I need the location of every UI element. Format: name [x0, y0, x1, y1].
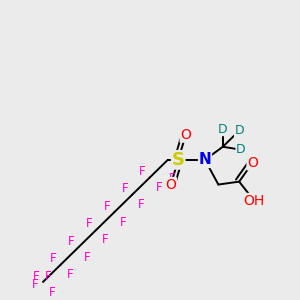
- Text: S: S: [172, 151, 185, 169]
- Text: F: F: [45, 270, 52, 283]
- Text: D: D: [218, 123, 228, 136]
- Text: O: O: [165, 178, 176, 191]
- Text: D: D: [236, 143, 245, 156]
- Text: F: F: [68, 235, 74, 248]
- Text: F: F: [33, 270, 40, 283]
- Text: F: F: [122, 182, 128, 195]
- Text: F: F: [32, 278, 38, 291]
- Text: D: D: [234, 124, 244, 137]
- Text: N: N: [199, 152, 212, 167]
- Text: F: F: [50, 252, 57, 265]
- Text: F: F: [84, 251, 91, 264]
- Text: OH: OH: [243, 194, 265, 208]
- Text: F: F: [139, 165, 146, 178]
- Text: F: F: [49, 286, 55, 298]
- Text: F: F: [120, 216, 127, 229]
- Text: F: F: [102, 233, 109, 246]
- Text: F: F: [86, 217, 92, 230]
- Text: F: F: [103, 200, 110, 213]
- Text: F: F: [156, 181, 162, 194]
- Text: O: O: [180, 128, 191, 142]
- Text: O: O: [247, 156, 258, 170]
- Text: F: F: [138, 198, 144, 212]
- Text: F: F: [169, 172, 175, 185]
- Text: F: F: [66, 268, 73, 281]
